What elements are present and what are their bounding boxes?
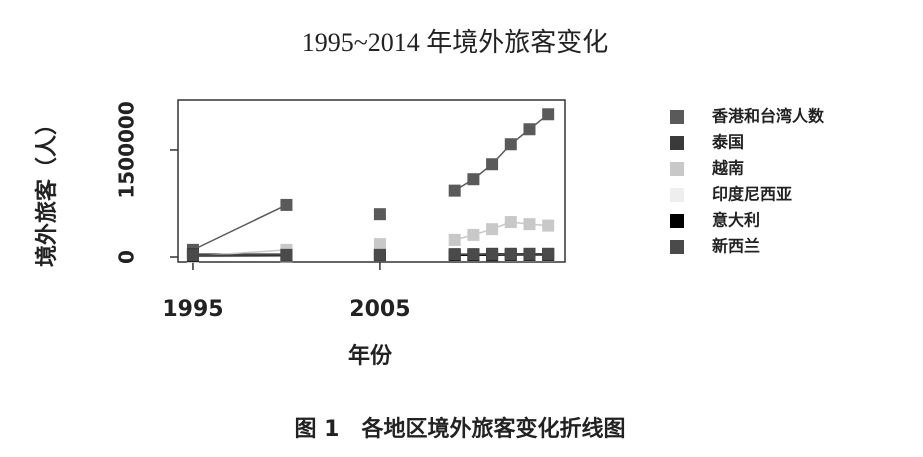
point	[467, 248, 480, 261]
point	[373, 248, 386, 261]
point	[467, 228, 480, 241]
point	[542, 108, 555, 121]
y-axis-label: 境外旅客（人）	[34, 113, 60, 267]
legend-label: 泰国	[711, 133, 744, 152]
legend-swatch	[670, 110, 684, 124]
legend-swatch	[670, 162, 684, 176]
x-axis-label: 年份	[348, 343, 393, 369]
point	[186, 249, 199, 262]
point	[523, 123, 536, 136]
legend-swatch	[670, 240, 684, 254]
legend-label: 意大利	[712, 211, 760, 230]
point	[373, 238, 386, 251]
point	[504, 138, 517, 151]
y-tick-label: 0	[115, 250, 139, 264]
point	[448, 184, 461, 197]
legend-label: 印度尼西亚	[712, 185, 792, 204]
point	[486, 223, 499, 236]
x-tick-label: 2005	[349, 297, 410, 322]
legend-label: 新西兰	[712, 237, 760, 256]
legend-swatch	[670, 188, 684, 202]
point	[486, 248, 499, 261]
point	[448, 233, 461, 246]
point	[373, 208, 386, 221]
point	[280, 198, 293, 211]
point	[467, 173, 480, 186]
point	[542, 248, 555, 261]
plot-frame	[177, 99, 566, 263]
point	[523, 218, 536, 231]
point	[504, 216, 517, 229]
y-tick-label: 1500000	[115, 101, 139, 198]
x-tick-label: 1995	[162, 297, 223, 322]
point	[523, 248, 536, 261]
point	[448, 248, 461, 261]
point	[504, 248, 517, 261]
point	[486, 158, 499, 171]
legend-label: 越南	[711, 159, 744, 178]
legend-swatch	[670, 214, 684, 228]
point	[280, 248, 293, 261]
caption: 图 1 各地区境外旅客变化折线图	[295, 416, 626, 442]
legend-label: 香港和台湾人数	[711, 107, 825, 126]
point	[542, 219, 555, 232]
legend-swatch	[670, 136, 684, 150]
chart-title: 1995~2014 年境外旅客变化	[302, 28, 609, 57]
